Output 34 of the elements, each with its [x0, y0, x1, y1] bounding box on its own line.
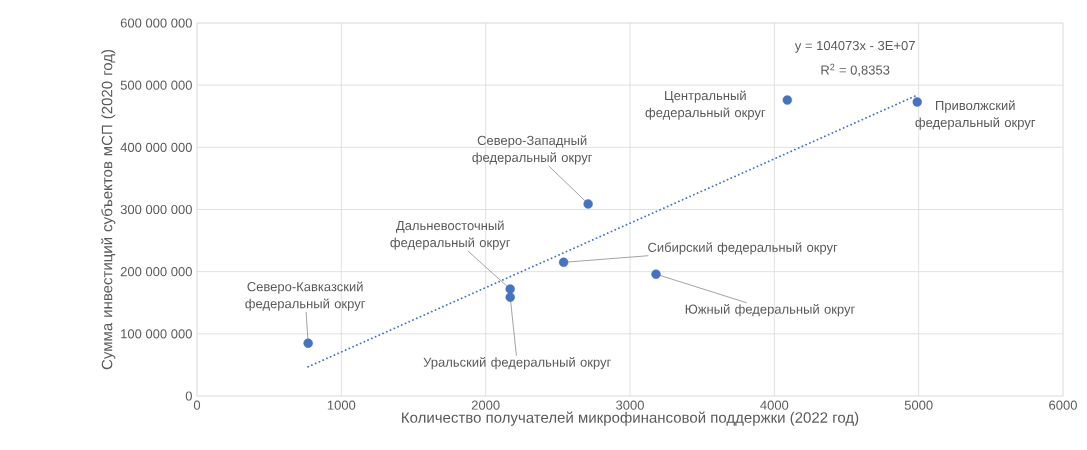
- x-tick-label: 2000: [471, 400, 500, 410]
- y-tick-label: 400 000 000: [120, 142, 192, 152]
- y-tick-label: 500 000 000: [120, 80, 192, 90]
- x-tick-label: 3000: [616, 400, 644, 410]
- y-tick-label: 0: [185, 391, 192, 401]
- annotation: Дальневосточный федеральный округ: [390, 220, 511, 250]
- x-tick-label: 5000: [904, 400, 933, 410]
- annotation: Уральский федеральный округ: [423, 356, 611, 370]
- y-tick-label: 300 000 000: [120, 204, 192, 215]
- point: [583, 199, 593, 209]
- point: [651, 269, 661, 279]
- x-tick-label: 4000: [760, 400, 789, 410]
- annotation: Северо-Кавказский федеральный округ: [245, 281, 366, 311]
- annotation: Южный федеральный округ: [685, 303, 855, 317]
- x-tick-label: 6000: [1049, 400, 1077, 410]
- point: [303, 338, 313, 348]
- point: [912, 97, 922, 107]
- point: [505, 284, 515, 294]
- annotation: Северо-Западный федеральный округ: [472, 135, 593, 165]
- y-tick-label: 100 000 000: [121, 329, 192, 339]
- annotation: Приволжский федеральный округ: [915, 100, 1036, 130]
- point: [558, 257, 569, 268]
- annotation: Сибирский федеральный округ: [648, 242, 838, 255]
- x-tick-label: 0: [193, 400, 201, 410]
- point: [505, 292, 515, 302]
- x-axis-title: Количество получателей микрофинансовой поддержки (2022 год): [402, 411, 859, 426]
- y-tick-label: 600 000 000: [120, 18, 192, 28]
- annotation: y = 104073x - 3E+07: [794, 40, 915, 53]
- point: [782, 95, 793, 105]
- y-axis-title: Сумма инвестиций субъектов мСП (2020 год): [101, 49, 116, 370]
- y-tick-label: 200 000 000: [120, 267, 192, 277]
- annotation: Центральный федеральный округ: [645, 90, 766, 120]
- annotation: R$^{2}$ = 0,8353: [821, 63, 890, 77]
- x-tick-label: 1000: [327, 400, 356, 410]
